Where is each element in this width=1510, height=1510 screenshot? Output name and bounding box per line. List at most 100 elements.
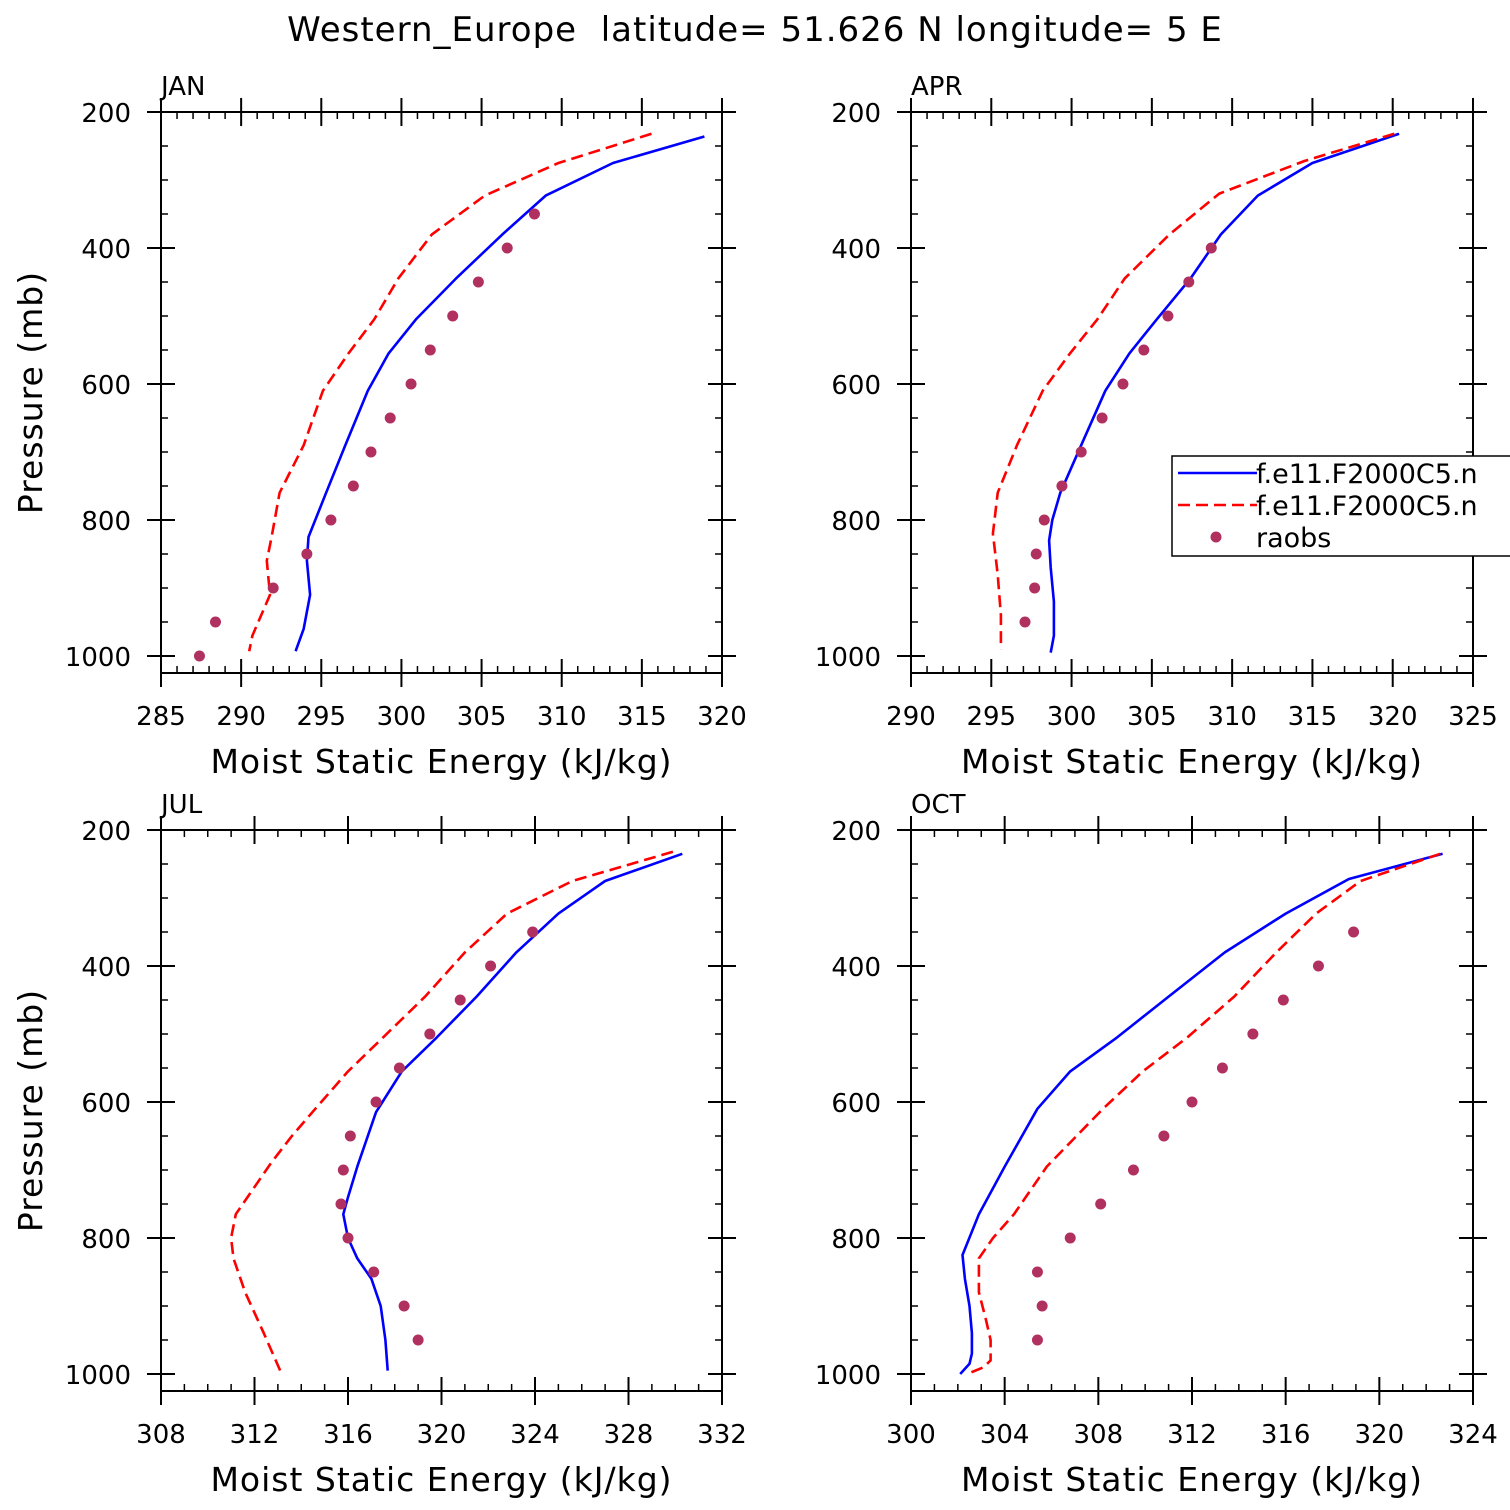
raobs-point (1075, 446, 1087, 458)
raobs-point (528, 208, 540, 220)
raobs-point (1031, 1266, 1043, 1278)
raobs-point (527, 926, 539, 938)
raobs-point (1216, 1062, 1228, 1074)
x-tick-label: 320 (1355, 1420, 1405, 1450)
x-tick-label: 308 (1074, 1420, 1124, 1450)
raobs-point (1158, 1130, 1170, 1142)
raobs-point (1019, 616, 1031, 628)
model1-solid-line (294, 135, 705, 652)
legend-label: f.e11.F2000C5.n (1256, 459, 1478, 490)
raobs-point (1162, 310, 1174, 322)
panel-jan: 285 290 295 300 305 310 315 320 200 400 600 800 1000… (11, 72, 747, 781)
plot-frame (160, 111, 723, 674)
raobs-point (501, 242, 513, 254)
y-tick-label: 400 (831, 235, 881, 265)
raobs-point (365, 446, 377, 458)
y-tick-label: 600 (81, 1089, 131, 1119)
y-tick-label: 600 (831, 1089, 881, 1119)
raobs-point (193, 650, 205, 662)
x-tick-label: 315 (1288, 702, 1338, 732)
plot-frame (910, 829, 1474, 1392)
raobs-point (1205, 242, 1217, 254)
raobs-point (209, 616, 221, 628)
x-tick-label: 315 (617, 702, 667, 732)
panel-label: JUL (159, 790, 203, 820)
model1-solid-line (341, 852, 683, 1371)
raobs-point (301, 548, 313, 560)
raobs-point (1117, 378, 1129, 390)
raobs-point (1064, 1232, 1076, 1244)
raobs-point (393, 1062, 405, 1074)
raobs-point (347, 480, 359, 492)
raobs-point (1096, 412, 1108, 424)
y-tick-label: 400 (81, 235, 131, 265)
y-tick-label: 400 (831, 953, 881, 983)
raobs-point (424, 344, 436, 356)
panel-jul: 308 312 316 320 324 328 332 200 400 600 800 1000 JUL… (11, 790, 747, 1499)
panel-label: JAN (159, 72, 205, 102)
model2-dashed-line (966, 852, 1441, 1376)
x-tick-label: 328 (604, 1420, 654, 1450)
panel-label: OCT (911, 790, 966, 820)
x-tick-label: 295 (296, 702, 346, 732)
y-tick-label: 1000 (65, 1361, 131, 1391)
y-tick-label: 1000 (815, 1361, 881, 1391)
x-tick-label: 320 (417, 1420, 467, 1450)
raobs-point (1095, 1198, 1107, 1210)
raobs-point (424, 1028, 436, 1040)
y-tick-label: 200 (81, 817, 131, 847)
x-tick-label: 332 (697, 1420, 747, 1450)
panel-apr: 290 295 300 305 310 315 320 325 200 400 600 800 1000… (815, 72, 1498, 781)
x-tick-label: 312 (230, 1420, 280, 1450)
legend-label: raobs (1256, 523, 1331, 554)
y-tick-label: 1000 (65, 643, 131, 673)
x-tick-label: 312 (1167, 1420, 1217, 1450)
raobs-point (1312, 960, 1324, 972)
x-tick-label: 305 (457, 702, 507, 732)
x-tick-label: 295 (966, 702, 1016, 732)
raobs-point (384, 412, 396, 424)
y-tick-label: 800 (81, 1225, 131, 1255)
raobs-point (1247, 1028, 1259, 1040)
x-tick-label: 300 (1047, 702, 1097, 732)
x-tick-label: 320 (697, 702, 747, 732)
raobs-point (1183, 276, 1195, 288)
x-tick-label: 305 (1127, 702, 1177, 732)
raobs-point (447, 310, 459, 322)
y-tick-label: 200 (81, 99, 131, 129)
x-tick-label: 320 (1368, 702, 1418, 732)
raobs-point (344, 1130, 356, 1142)
y-tick-label: 400 (81, 953, 131, 983)
panel-oct: 300 304 308 312 316 320 324 200 400 600 800 1000 OCT… (815, 790, 1498, 1499)
x-tick-label: 308 (136, 1420, 186, 1450)
raobs-point (412, 1334, 424, 1346)
model1-solid-line (959, 852, 1443, 1375)
y-tick-label: 800 (81, 507, 131, 537)
x-axis-label: Moist Static Energy (kJ/kg) (210, 742, 672, 781)
y-axis-label: Pressure (mb) (11, 989, 50, 1232)
model2-dashed-line (247, 132, 652, 652)
x-tick-label: 325 (1448, 702, 1498, 732)
model1-solid-line (1047, 132, 1400, 653)
x-tick-label: 300 (377, 702, 427, 732)
panel-label: APR (911, 72, 963, 102)
plot-frame (910, 111, 1474, 674)
x-axis-label: Moist Static Energy (kJ/kg) (210, 1460, 672, 1499)
raobs-point (1277, 994, 1289, 1006)
x-tick-label: 290 (886, 702, 936, 732)
raobs-point (325, 514, 337, 526)
y-tick-label: 200 (831, 817, 881, 847)
raobs-point (1127, 1164, 1139, 1176)
x-tick-label: 310 (537, 702, 587, 732)
legend-label: f.e11.F2000C5.n (1256, 491, 1478, 522)
x-tick-label: 304 (980, 1420, 1030, 1450)
raobs-point (267, 582, 279, 594)
raobs-point (472, 276, 484, 288)
y-tick-label: 800 (831, 507, 881, 537)
plot-frame (160, 829, 723, 1392)
x-tick-label: 324 (510, 1420, 560, 1450)
raobs-point (1031, 1334, 1043, 1346)
x-tick-label: 300 (886, 1420, 936, 1450)
raobs-point (1036, 1300, 1048, 1312)
